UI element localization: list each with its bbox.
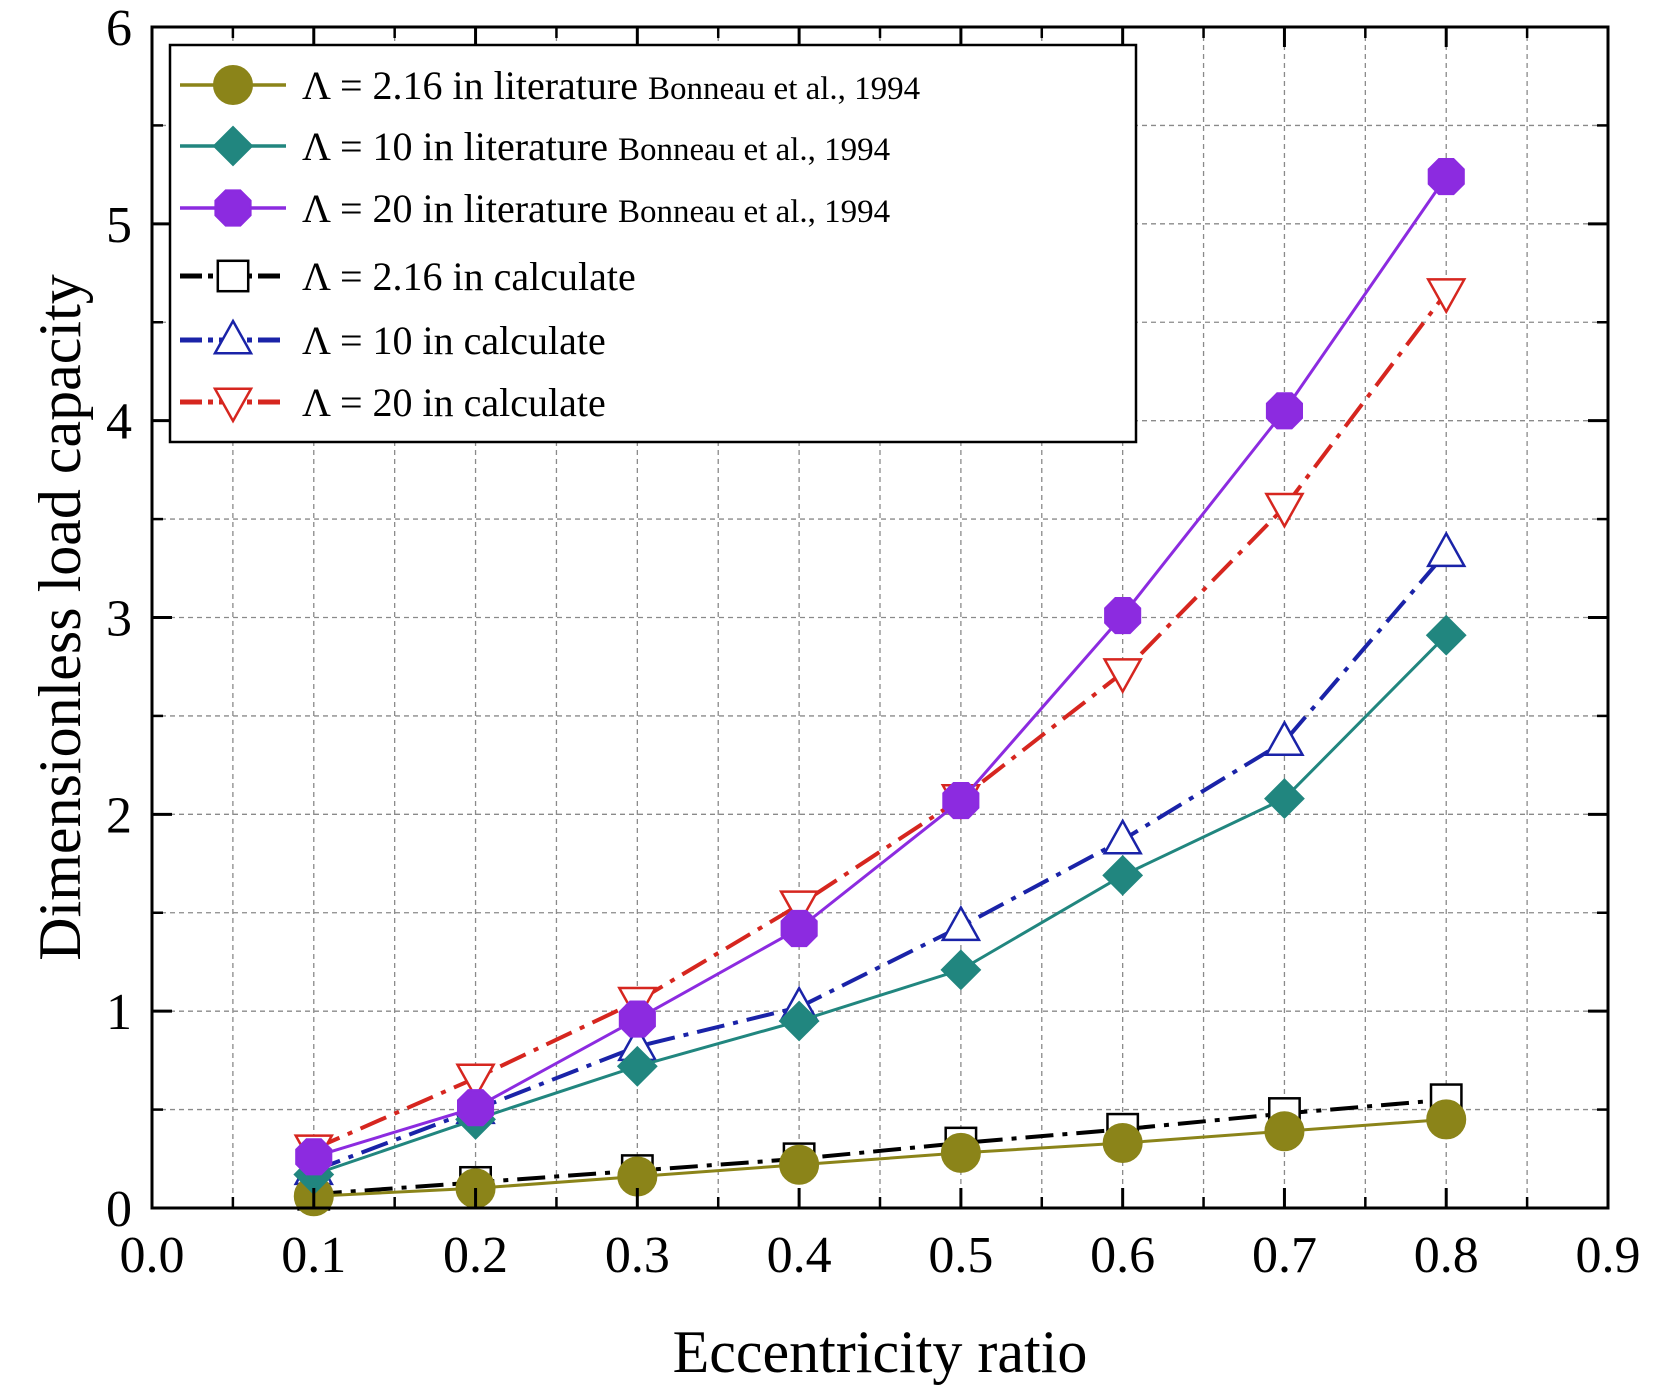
series-layer xyxy=(293,158,1467,1217)
x-tick-label: 0.3 xyxy=(605,1227,670,1284)
legend-item: Λ = 20 in literature Bonneau et al., 199… xyxy=(180,186,890,231)
legend-label: Λ = 2.16 in literature Bonneau et al., 1… xyxy=(302,63,920,108)
legend-label-main: Λ = 10 in calculate xyxy=(302,318,606,363)
series-line xyxy=(313,551,1448,1173)
data-point xyxy=(455,1063,496,1100)
x-tick-label: 0.6 xyxy=(1090,1227,1155,1284)
legend-label: Λ = 20 in literature Bonneau et al., 199… xyxy=(302,186,890,231)
legend-label-main: Λ = 20 in literature xyxy=(302,186,618,231)
legend-label-main: Λ = 20 in calculate xyxy=(302,380,606,425)
data-point xyxy=(940,1132,981,1173)
data-point xyxy=(618,1000,656,1038)
legend-label-main: Λ = 10 in literature xyxy=(302,124,618,169)
y-tick-label: 1 xyxy=(106,984,132,1041)
data-point xyxy=(457,1089,495,1127)
data-point xyxy=(295,1138,333,1176)
legend-label: Λ = 10 in literature Bonneau et al., 199… xyxy=(302,124,890,169)
legend-item: Λ = 10 in literature Bonneau et al., 199… xyxy=(180,124,890,169)
tick-labels: 0.0 0.1 0.2 0.3 0.4 0.5 0.6 0.7 0.8 0.9 0 1 2 3 4 5 6 xyxy=(106,0,1641,1284)
legend-box xyxy=(168,43,1138,444)
data-point xyxy=(1102,854,1144,896)
legend-item: Λ = 2.16 in calculate xyxy=(180,254,636,299)
legend-label: Λ = 2.16 in calculate xyxy=(302,254,636,299)
x-tick-label: 0.5 xyxy=(928,1227,993,1284)
data-point xyxy=(778,1000,820,1042)
legend-item: Λ = 10 in calculate xyxy=(180,318,606,363)
legend-label-reference: Bonneau et al., 1994 xyxy=(618,132,890,168)
x-tick-label: 0.1 xyxy=(281,1227,346,1284)
x-tick-label: 0.8 xyxy=(1414,1227,1479,1284)
legend-label-main: Λ = 2.16 in calculate xyxy=(302,254,636,299)
y-tick-label: 0 xyxy=(106,1181,132,1238)
data-point xyxy=(940,949,982,991)
series-5 xyxy=(293,278,1467,1171)
legend-marker xyxy=(216,259,250,293)
data-point xyxy=(1102,1123,1143,1164)
data-point xyxy=(940,904,982,942)
legend-item: Λ = 2.16 in literature Bonneau et al., 1… xyxy=(180,63,920,108)
legend-marker xyxy=(212,387,254,424)
data-point xyxy=(1102,658,1143,695)
data-point xyxy=(779,1144,820,1185)
data-point xyxy=(1426,278,1467,315)
x-tick-label: 0.2 xyxy=(443,1227,508,1284)
legend-label: Λ = 20 in calculate xyxy=(302,380,606,425)
y-tick-label: 5 xyxy=(106,197,132,254)
legend-marker xyxy=(214,189,252,227)
data-point xyxy=(942,782,980,820)
y-tick-label: 6 xyxy=(106,0,132,57)
data-point xyxy=(1102,818,1143,855)
x-axis-label: Eccentricity ratio xyxy=(673,1319,1088,1385)
data-point xyxy=(1265,392,1303,430)
data-point xyxy=(1426,1099,1467,1140)
data-point xyxy=(778,890,820,927)
legend: Λ = 2.16 in literature Bonneau et al., 1… xyxy=(168,43,1138,444)
y-axis-label: Dimensionless load capacity xyxy=(27,274,93,960)
tick-marks xyxy=(150,25,1610,1210)
data-point xyxy=(1425,614,1467,656)
data-point xyxy=(1264,1111,1305,1152)
legend-item: Λ = 20 in calculate xyxy=(180,380,606,425)
data-point xyxy=(1104,597,1142,635)
data-point xyxy=(1264,778,1305,820)
legend-marker xyxy=(212,318,254,355)
legend-label-main: Λ = 2.16 in literature xyxy=(302,63,648,108)
series-line xyxy=(313,1097,1447,1197)
x-tick-label: 0.7 xyxy=(1252,1227,1317,1284)
data-point xyxy=(616,1045,658,1087)
x-tick-label: 0.9 xyxy=(1576,1227,1641,1284)
data-point xyxy=(1264,719,1305,757)
y-tick-label: 3 xyxy=(106,591,132,648)
legend-label-reference: Bonneau et al., 1994 xyxy=(618,194,890,230)
data-point xyxy=(1264,492,1305,529)
x-tick-label: 0.4 xyxy=(767,1227,832,1284)
legend-label: Λ = 10 in calculate xyxy=(302,318,606,363)
x-tick-label: 0.0 xyxy=(120,1227,185,1284)
data-point xyxy=(1427,158,1465,196)
series-line xyxy=(313,634,1448,1176)
series-2 xyxy=(295,158,1465,1176)
legend-marker xyxy=(213,65,253,105)
y-tick-label: 2 xyxy=(106,787,132,844)
legend-label-reference: Bonneau et al., 1994 xyxy=(648,71,920,107)
series-line xyxy=(312,291,1448,1151)
series-line xyxy=(313,175,1448,1159)
data-point xyxy=(1426,530,1467,568)
series-line xyxy=(313,1117,1447,1198)
legend-marker xyxy=(212,125,254,167)
y-tick-label: 4 xyxy=(106,394,132,451)
data-point xyxy=(780,909,818,948)
